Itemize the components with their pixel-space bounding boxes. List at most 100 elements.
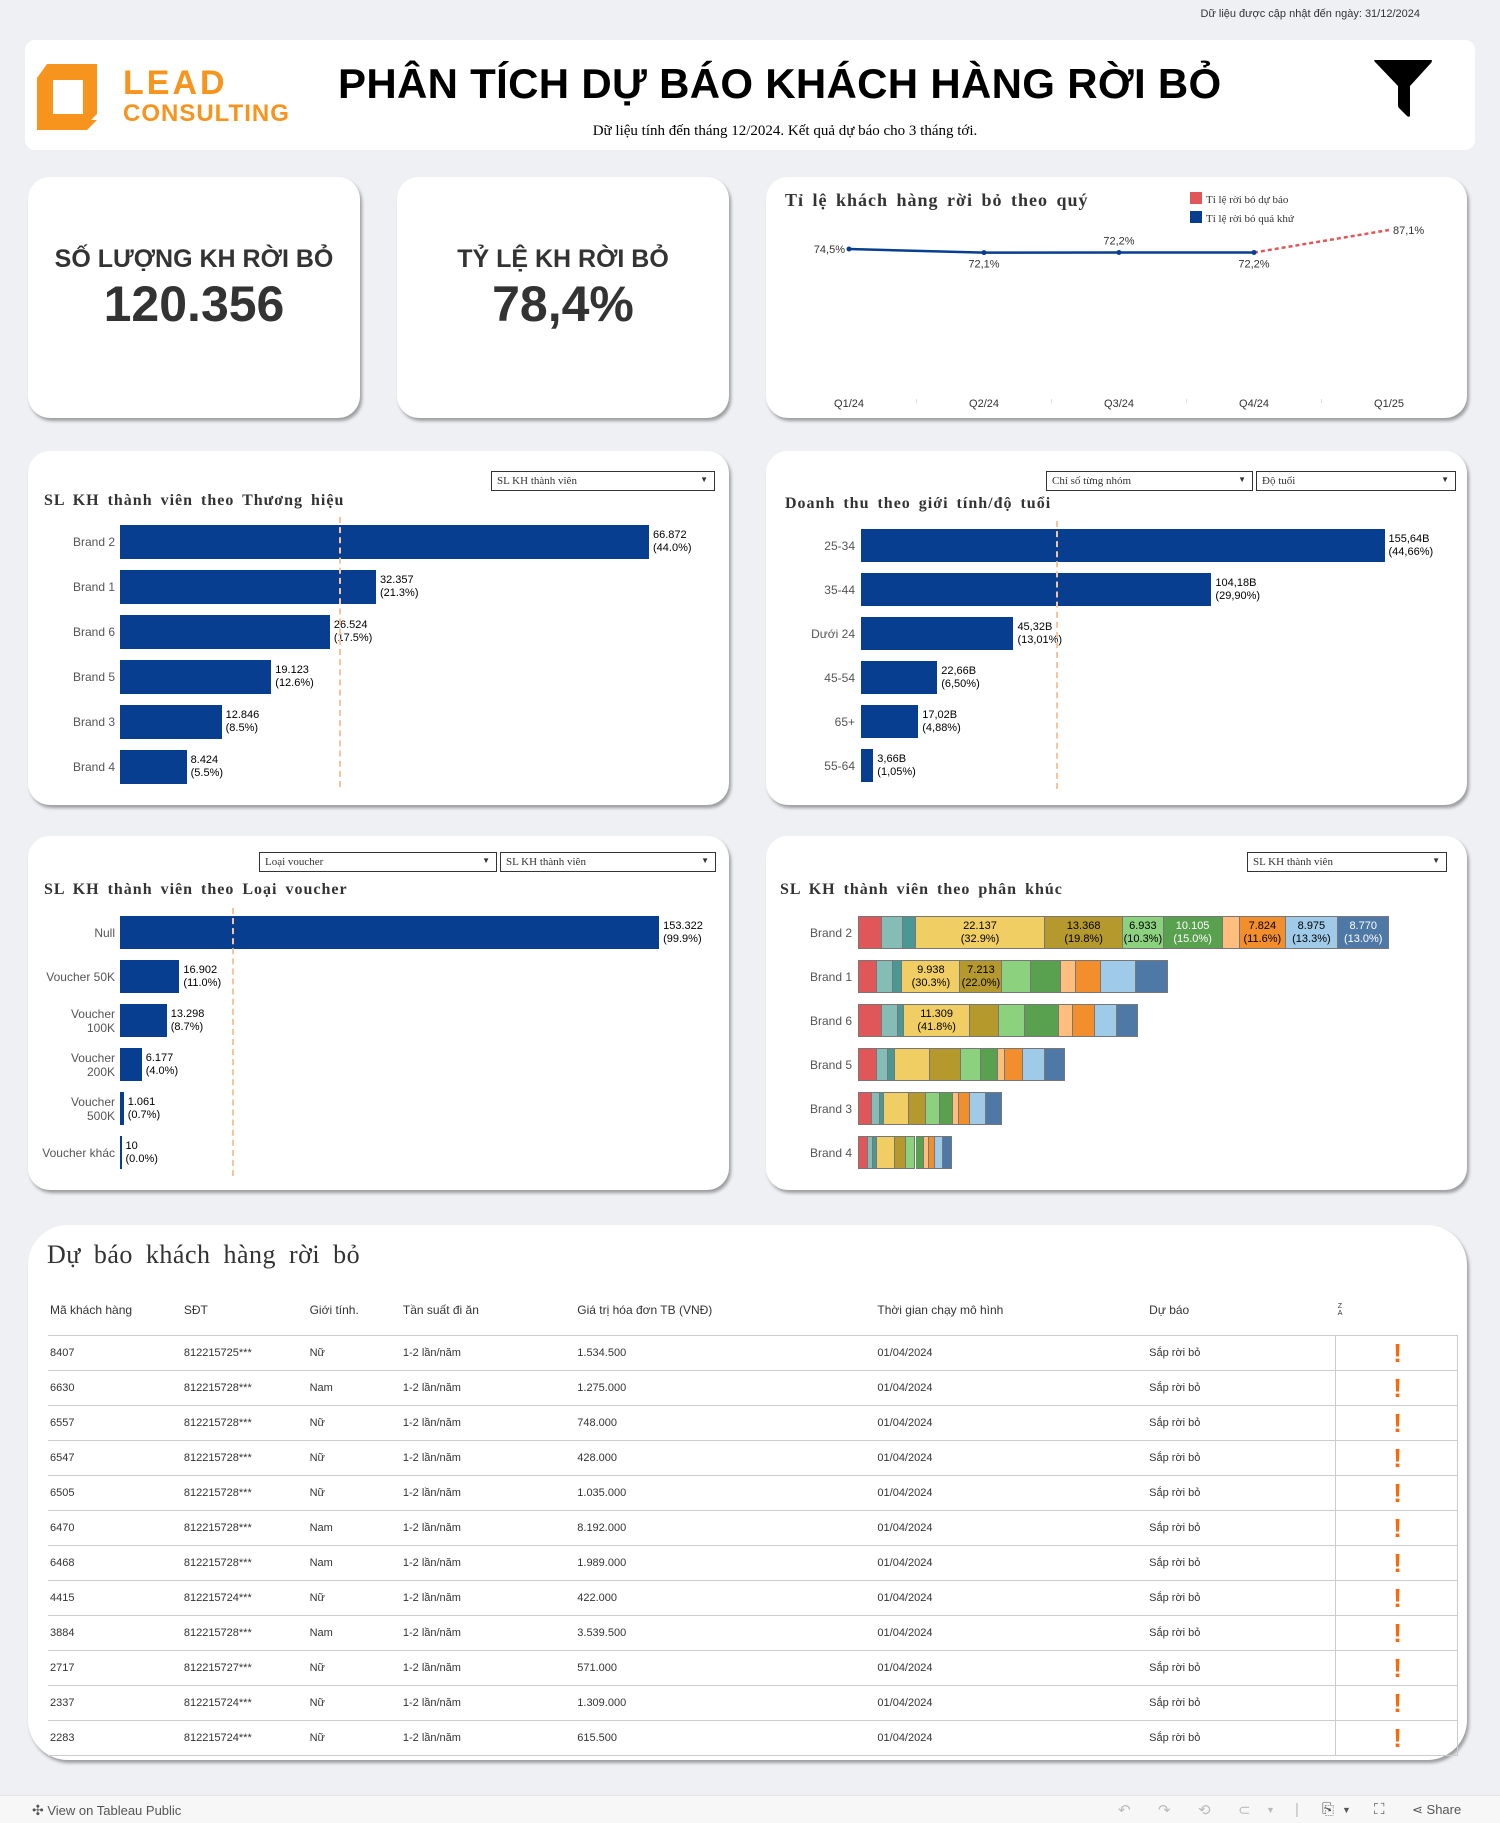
segment[interactable] [1024,1004,1060,1037]
segment[interactable] [943,1136,952,1169]
bar[interactable] [861,573,1212,606]
segment[interactable]: 7.824 (11.6%) [1240,916,1286,949]
segment[interactable] [876,1136,895,1169]
bar[interactable] [120,660,272,694]
table-row[interactable]: 4415 812215724*** Nữ 1-2 lần/năm 422.000 01/0… [48,1580,1458,1616]
view-on-tableau-public-link[interactable]: ✣ View on Tableau Public [32,1802,181,1819]
past-churn-point[interactable] [981,250,987,256]
segment[interactable] [961,1048,982,1081]
segment[interactable] [908,1092,926,1125]
undo-icon[interactable]: ↶ [1118,1802,1131,1819]
segment[interactable] [930,1048,962,1081]
table-row[interactable]: 8407 812215725*** Nữ 1-2 lần/năm 1.534.500 01… [48,1335,1458,1371]
segment[interactable]: 7.213 (22.0%) [960,960,1003,993]
segment[interactable] [893,960,903,993]
segment[interactable] [876,960,894,993]
segment[interactable] [997,1048,1006,1081]
segment[interactable] [859,1092,872,1125]
bar[interactable] [120,916,660,949]
past-churn-point[interactable] [1116,250,1122,255]
bar[interactable] [120,1092,124,1125]
segment[interactable] [1073,1004,1095,1037]
segment[interactable] [859,1048,878,1081]
revert-icon[interactable]: ⟲ [1198,1802,1211,1819]
bar[interactable] [861,705,919,738]
table-row[interactable]: 2283 812215724*** Nữ 1-2 lần/năm 615.500 01/0… [48,1720,1458,1756]
column-header-avg-invoice[interactable]: Giá trị hóa đơn TB (VNĐ) [575,1285,876,1336]
segment[interactable]: 13.368 (19.8%) [1045,916,1124,949]
measure-dropdown[interactable]: SL KH thành viên ▼ [1247,852,1447,872]
segment[interactable] [859,1136,869,1169]
segment[interactable] [1222,916,1241,949]
segment[interactable] [898,1004,905,1037]
bar[interactable] [120,1136,122,1169]
segment[interactable]: 11.309 (41.8%) [904,1004,971,1037]
column-header-prediction[interactable]: Dự báo [1147,1285,1336,1336]
segment[interactable] [925,1092,941,1125]
pause-dropdown-icon[interactable]: ▼ [1266,1805,1275,1815]
segment[interactable] [970,1004,999,1037]
column-header-customer-id[interactable]: Mã khách hàng [48,1285,182,1336]
segment[interactable] [1023,1048,1046,1081]
segment[interactable] [924,1136,929,1169]
column-header-frequency[interactable]: Tần suất đi ăn [400,1285,576,1336]
bar[interactable] [861,661,938,694]
segment[interactable] [970,1092,987,1125]
table-row[interactable]: 6468 812215728*** Nam 1-2 lần/năm 1.989.000 0… [48,1545,1458,1581]
segment[interactable] [1075,960,1102,993]
past-churn-point[interactable] [846,246,852,252]
bar[interactable] [861,529,1385,562]
segment[interactable] [928,1136,935,1169]
segment[interactable]: 10.105 (15.0%) [1163,916,1223,949]
segment[interactable] [981,1048,998,1081]
segment[interactable] [888,1048,895,1081]
bar[interactable] [861,617,1014,650]
segment[interactable] [873,1136,877,1169]
segment[interactable]: 9.938 (30.3%) [902,960,961,993]
table-row[interactable]: 2717 812215727*** Nữ 1-2 lần/năm 571.000 01/0… [48,1650,1458,1686]
segment[interactable] [882,916,904,949]
column-header-phone[interactable]: SĐT [181,1285,308,1336]
table-row[interactable]: 6557 812215728*** Nữ 1-2 lần/năm 748.000 01/0… [48,1405,1458,1441]
table-row[interactable]: 6630 812215728*** Nam 1-2 lần/năm 1.275.000 0… [48,1370,1458,1406]
fullscreen-icon[interactable]: ⛶ [1374,1801,1385,1818]
table-row[interactable]: 2337 812215724*** Nữ 1-2 lần/năm 1.309.000 01… [48,1685,1458,1721]
bar[interactable] [120,705,222,739]
past-churn-point[interactable] [1251,250,1257,255]
segment[interactable] [1094,1004,1117,1037]
voucher-type-dropdown[interactable]: Loại voucher ▼ [259,852,497,872]
table-row[interactable]: 6470 812215728*** Nam 1-2 lần/năm 8.192.000 0… [48,1510,1458,1546]
segment[interactable] [1045,1048,1065,1081]
segment[interactable] [953,1092,959,1125]
segment[interactable] [1059,1004,1074,1037]
measure-dropdown[interactable]: SL KH thành viên ▼ [500,852,716,872]
segment[interactable] [986,1092,1002,1125]
segment[interactable] [1005,1048,1024,1081]
segment[interactable] [958,1092,971,1125]
segment[interactable] [859,916,883,949]
column-header-gender[interactable]: Giới tính. [307,1285,401,1336]
segment[interactable] [882,1004,899,1037]
download-icon[interactable]: ⎘ [1322,1801,1335,1818]
segment[interactable] [906,1136,916,1169]
column-header-model-run-time[interactable]: Thời gian chạy mô hình [875,1285,1148,1336]
segment[interactable]: 22.137 (32.9%) [915,916,1046,949]
bar[interactable] [120,1004,167,1037]
segment[interactable] [894,1136,907,1169]
bar[interactable] [120,570,376,604]
redo-icon[interactable]: ↷ [1158,1802,1171,1819]
segment[interactable]: 8.975 (13.3%) [1285,916,1339,949]
segment[interactable] [1031,960,1061,993]
table-row[interactable]: 6505 812215728*** Nữ 1-2 lần/năm 1.035.000 01… [48,1475,1458,1511]
share-button[interactable]: ⋖ Share [1412,1802,1461,1818]
segment[interactable] [1101,960,1136,993]
group-metric-dropdown[interactable]: Chỉ số từng nhóm ▼ [1046,471,1253,491]
segment[interactable]: 6.933 (10.3%) [1123,916,1164,949]
segment[interactable] [1060,960,1076,993]
bar[interactable] [120,750,187,784]
dimension-dropdown[interactable]: Độ tuổi ▼ [1256,471,1456,491]
segment[interactable] [903,916,916,949]
segment[interactable] [1135,960,1168,993]
download-dropdown-icon[interactable]: ▼ [1342,1805,1351,1815]
